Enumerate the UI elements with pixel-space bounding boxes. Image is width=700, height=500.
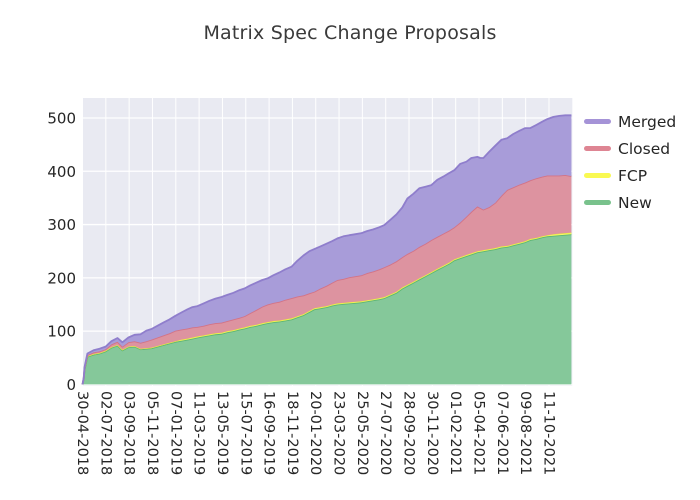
x-tick-label: 23-03-2020 — [331, 391, 347, 475]
x-tick-label: 11-10-2021 — [541, 391, 557, 475]
x-tick-label: 13-05-2019 — [214, 391, 230, 475]
x-tick-label: 16-09-2019 — [261, 391, 277, 475]
x-tick-label: 25-05-2020 — [354, 391, 370, 475]
y-tick-label: 500 — [47, 110, 76, 128]
legend-item-merged: Merged — [584, 108, 676, 135]
legend-item-closed: Closed — [584, 135, 676, 162]
y-tick-label: 400 — [47, 163, 76, 181]
y-tick-label: 0 — [66, 376, 76, 394]
x-tick-label: 28-09-2020 — [401, 391, 417, 475]
x-tick-label: 18-11-2019 — [284, 391, 300, 475]
legend-label-fcp: FCP — [618, 166, 648, 185]
legend-label-new: New — [618, 193, 652, 212]
legend-swatch-new — [584, 200, 611, 205]
x-tick-label: 02-07-2018 — [97, 391, 113, 475]
x-tick-label: 07-01-2019 — [167, 391, 183, 475]
legend-label-merged: Merged — [618, 112, 677, 131]
legend-item-fcp: FCP — [584, 162, 676, 189]
area-closed — [82, 175, 572, 385]
x-tick-label: 30-04-2018 — [74, 391, 90, 475]
legend: Merged Closed FCP New — [584, 108, 676, 216]
y-tick-label: 300 — [47, 216, 76, 234]
legend-item-new: New — [584, 189, 676, 216]
y-tick-label: 200 — [47, 269, 76, 287]
x-tick-label: 03-09-2018 — [121, 391, 137, 475]
x-tick-label: 27-07-2020 — [377, 391, 393, 475]
x-tick-label: 20-01-2020 — [307, 391, 323, 475]
legend-label-closed: Closed — [618, 139, 671, 158]
chart-title: Matrix Spec Change Proposals — [203, 22, 497, 44]
legend-swatch-closed — [584, 146, 611, 151]
area-new — [82, 234, 572, 385]
edge-merged — [81, 114, 572, 385]
x-tick-label: 30-11-2020 — [424, 391, 440, 475]
x-tick-label: 09-08-2021 — [517, 391, 533, 475]
x-tick-label: 15-07-2019 — [237, 391, 253, 475]
legend-swatch-fcp — [584, 173, 611, 178]
y-tick-label: 100 — [47, 323, 76, 341]
x-tick-label: 05-04-2021 — [471, 391, 487, 475]
legend-swatch-merged — [584, 119, 611, 124]
x-tick-label: 07-06-2021 — [494, 391, 510, 475]
x-tick-label: 05-11-2018 — [144, 391, 160, 475]
area-merged — [82, 115, 572, 385]
x-tick-label: 01-02-2021 — [447, 391, 463, 475]
x-tick-label: 11-03-2019 — [191, 391, 207, 475]
